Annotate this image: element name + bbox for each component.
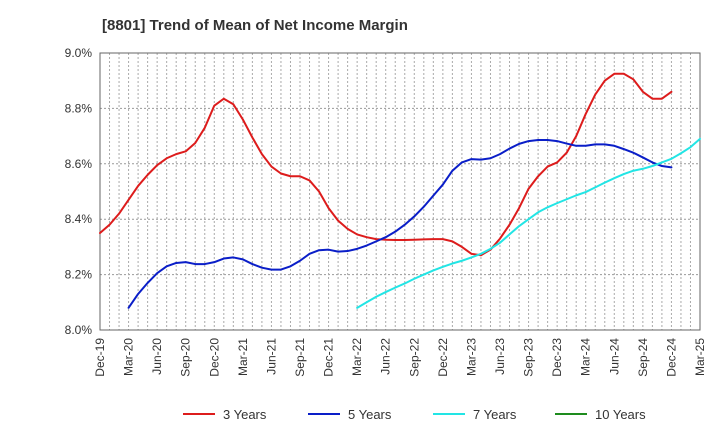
x-tick-label: Jun-23 — [493, 338, 507, 375]
x-tick-label: Sep-24 — [636, 338, 650, 377]
x-tick-label: Sep-21 — [293, 338, 307, 377]
x-tick-label: Dec-20 — [207, 338, 221, 377]
y-tick-label: 8.4% — [65, 212, 93, 226]
legend-label: 3 Years — [223, 407, 267, 422]
x-tick-label: Sep-22 — [407, 338, 421, 377]
series-line-7-years — [356, 137, 701, 309]
x-tick-label: Mar-21 — [236, 338, 250, 376]
x-tick-label: Jun-24 — [607, 338, 621, 375]
y-tick-label: 8.8% — [65, 101, 93, 115]
x-tick-label: Mar-23 — [464, 338, 478, 376]
chart-title: [8801] Trend of Mean of Net Income Margi… — [102, 17, 408, 34]
x-tick-label: Mar-20 — [122, 338, 136, 376]
series-line-3-years — [99, 72, 673, 257]
y-tick-label: 8.0% — [65, 323, 93, 337]
y-tick-label: 9.0% — [65, 46, 93, 60]
x-tick-label: Sep-20 — [179, 338, 193, 377]
x-tick-label: Dec-24 — [664, 338, 678, 377]
legend-label: 10 Years — [595, 407, 646, 422]
y-tick-label: 8.2% — [65, 268, 93, 282]
x-tick-label: Dec-21 — [322, 338, 336, 377]
x-tick-label: Jun-20 — [150, 338, 164, 375]
legend-label: 7 Years — [473, 407, 517, 422]
x-tick-label: Jun-21 — [264, 338, 278, 375]
x-tick-label: Sep-23 — [522, 338, 536, 377]
plot-frame — [99, 52, 701, 331]
legend: 3 Years 5 Years 7 Years 10 Years — [183, 407, 646, 422]
x-tick-label: Dec-23 — [550, 338, 564, 377]
x-tick-label: Jun-22 — [379, 338, 393, 375]
x-tick-label: Mar-22 — [350, 338, 364, 376]
x-tick-label: Mar-24 — [579, 338, 593, 376]
plot-area: 8.0% 8.2% 8.4% 8.6% 8.8% 9.0% Dec-19 Mar-20 Jun-… — [65, 46, 707, 377]
x-tick-label: Dec-19 — [93, 338, 107, 377]
x-tick-label: Dec-22 — [436, 338, 450, 377]
y-tick-label: 8.6% — [65, 157, 93, 171]
series-line-5-years — [127, 138, 673, 309]
legend-label: 5 Years — [348, 407, 392, 422]
x-tick-label: Mar-25 — [693, 338, 707, 376]
